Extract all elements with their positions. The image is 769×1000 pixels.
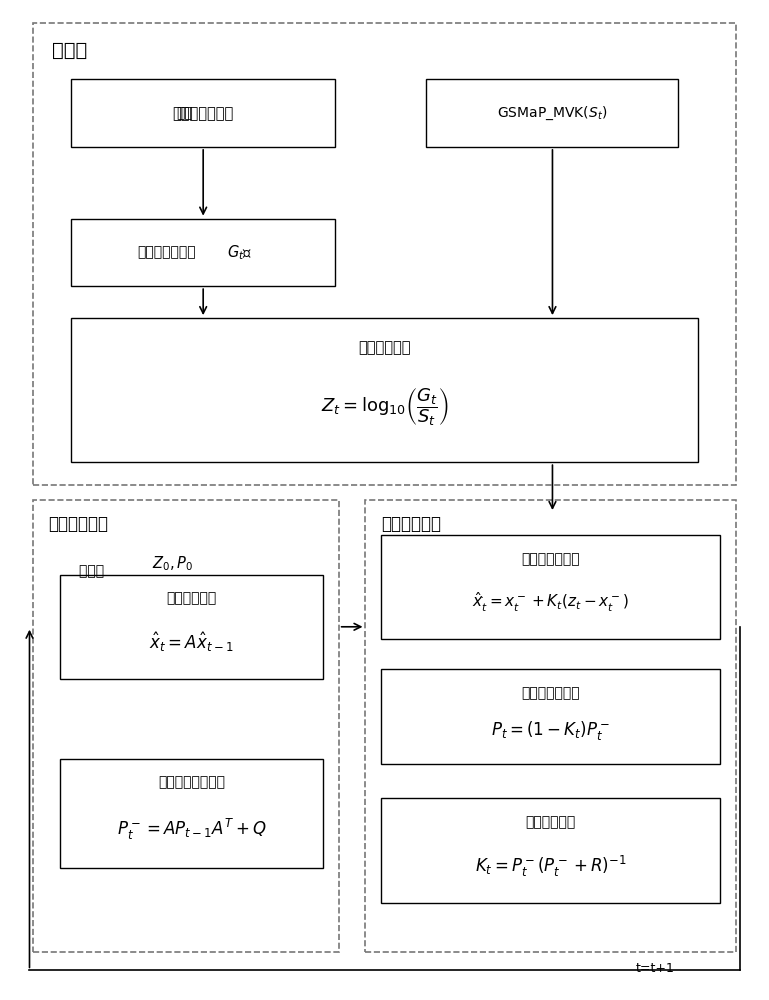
Text: 插值: 插值 [176,106,193,120]
Text: $\hat{x}_t = A\hat{x}_{t-1}$: $\hat{x}_t = A\hat{x}_{t-1}$ [149,631,234,654]
Text: 状态方差先验估计: 状态方差先验估计 [158,775,225,789]
Bar [365,500,736,952]
Text: 时均降水偏差: 时均降水偏差 [358,340,411,355]
Text: 地面站点测量值: 地面站点测量值 [172,106,234,121]
Text: 状态先验估计: 状态先验估计 [167,591,217,605]
Bar [33,500,338,952]
Text: $G_t$）: $G_t$） [227,243,252,262]
Text: $Z_0, P_0$: $Z_0, P_0$ [151,555,193,573]
Bar [381,798,721,903]
Bar [381,535,721,639]
Bar [33,23,736,485]
Text: 初始值: 初始值 [79,565,113,579]
Text: 测量更新方程: 测量更新方程 [381,515,441,533]
Text: 时间更新方程: 时间更新方程 [48,515,108,533]
Text: $K_t = P_t^-(P_t^- + R)^{-1}$: $K_t = P_t^-(P_t^- + R)^{-1}$ [474,854,627,879]
Bar [72,79,335,147]
Text: 计算卡尔曼增益: 计算卡尔曼增益 [521,552,580,566]
Bar [60,575,324,679]
Bar [72,219,335,286]
Text: 地面网格数据（: 地面网格数据（ [137,245,195,259]
Text: $\hat{x}_t^{\hat{}}= x_t^- + K_t(z_t - x_t^-)$: $\hat{x}_t^{\hat{}}= x_t^- + K_t(z_t - x… [472,591,629,614]
Text: $Z_t = \log_{10}\!\left(\dfrac{G_t}{S_t}\right)$: $Z_t = \log_{10}\!\left(\dfrac{G_t}{S_t}… [321,387,448,428]
Text: 测量估计值更新: 测量估计值更新 [521,686,580,700]
Text: $\mathrm{GSMaP\_MVK}(S_t)$: $\mathrm{GSMaP\_MVK}(S_t)$ [498,105,608,122]
Text: 误差方差更新: 误差方差更新 [525,815,576,829]
Text: $P_t = (1-K_t)P_t^-$: $P_t = (1-K_t)P_t^-$ [491,719,611,742]
Text: $P_t^- = AP_{t-1}A^T + Q$: $P_t^- = AP_{t-1}A^T + Q$ [117,817,267,842]
Bar [381,669,721,764]
Bar [60,759,324,868]
Bar [72,318,697,462]
Text: 预处理: 预处理 [52,41,88,60]
Bar [427,79,678,147]
Text: t=t+1: t=t+1 [636,962,674,975]
